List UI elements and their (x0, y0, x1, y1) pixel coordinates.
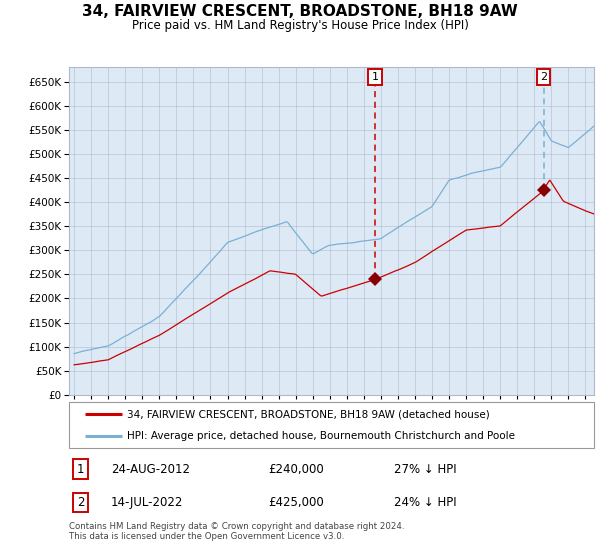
Text: HPI: Average price, detached house, Bournemouth Christchurch and Poole: HPI: Average price, detached house, Bour… (127, 431, 515, 441)
Text: 34, FAIRVIEW CRESCENT, BROADSTONE, BH18 9AW (detached house): 34, FAIRVIEW CRESCENT, BROADSTONE, BH18 … (127, 409, 490, 419)
Text: Contains HM Land Registry data © Crown copyright and database right 2024.
This d: Contains HM Land Registry data © Crown c… (69, 522, 404, 542)
Text: 2: 2 (540, 72, 547, 82)
Text: 34, FAIRVIEW CRESCENT, BROADSTONE, BH18 9AW: 34, FAIRVIEW CRESCENT, BROADSTONE, BH18 … (82, 4, 518, 20)
Text: 27% ↓ HPI: 27% ↓ HPI (395, 463, 457, 475)
Text: 1: 1 (77, 463, 84, 475)
Text: 24% ↓ HPI: 24% ↓ HPI (395, 496, 457, 509)
Text: 1: 1 (371, 72, 379, 82)
Text: 14-JUL-2022: 14-JUL-2022 (111, 496, 184, 509)
Text: Price paid vs. HM Land Registry's House Price Index (HPI): Price paid vs. HM Land Registry's House … (131, 19, 469, 32)
Text: £425,000: £425,000 (269, 496, 324, 509)
Text: 2: 2 (77, 496, 84, 509)
Text: £240,000: £240,000 (269, 463, 324, 475)
FancyBboxPatch shape (69, 402, 594, 448)
Text: 24-AUG-2012: 24-AUG-2012 (111, 463, 190, 475)
